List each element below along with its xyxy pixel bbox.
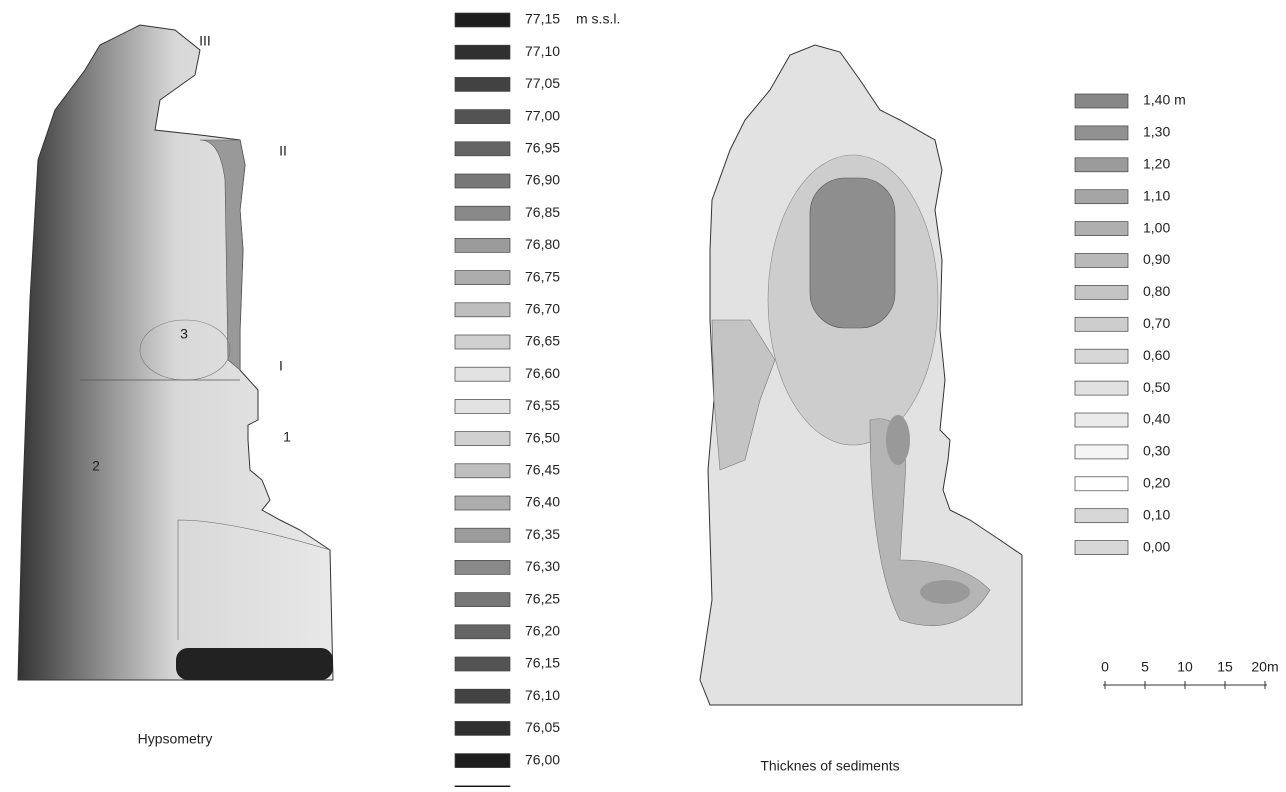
legend-label: 76,10	[525, 687, 560, 703]
legend-swatch	[1075, 222, 1128, 236]
legend-swatch	[455, 13, 510, 27]
legend-swatch	[455, 528, 510, 542]
legend-label: 76,85	[525, 204, 560, 220]
legend-swatch	[455, 560, 510, 574]
legend-label: 0,30	[1143, 443, 1170, 459]
legend-swatch	[455, 657, 510, 671]
legend-label: 1,40 m	[1143, 92, 1186, 108]
legend-swatch	[455, 174, 510, 188]
legend-unit: m s.s.l.	[576, 11, 620, 27]
scale-label: 15	[1217, 659, 1233, 675]
legend-label: 77,15	[525, 11, 560, 27]
legend-label: 0,90	[1143, 251, 1170, 267]
legend-swatch	[455, 238, 510, 252]
legend-label: 76,70	[525, 301, 560, 317]
legend-label: 76,40	[525, 494, 560, 510]
legend-label: 76,55	[525, 397, 560, 413]
legend-swatch	[455, 399, 510, 413]
legend-swatch	[1075, 126, 1128, 140]
legend-swatch	[1075, 381, 1128, 395]
legend-label: 77,10	[525, 43, 560, 59]
legend-label: 0,10	[1143, 506, 1170, 522]
legend-label: 76,25	[525, 590, 560, 606]
legend-label: 76,75	[525, 268, 560, 284]
legend-swatch	[1075, 509, 1128, 523]
legend-label: 0,20	[1143, 475, 1170, 491]
legend-swatch	[1075, 158, 1128, 172]
legend-label: 76,65	[525, 333, 560, 349]
map-caption: Thicknes of sediments	[760, 758, 899, 774]
legend-label: 76,50	[525, 429, 560, 445]
legend-swatch	[1075, 541, 1128, 555]
legend-swatch	[455, 271, 510, 285]
legend-label: 0,00	[1143, 538, 1170, 554]
legend-swatch	[455, 721, 510, 735]
map-label: II	[279, 143, 287, 159]
figure: IIIIII123HypsometryThicknes of sediments…	[0, 0, 1286, 787]
legend-swatch	[455, 206, 510, 220]
legend-label: 76,35	[525, 526, 560, 542]
legend-swatch	[455, 496, 510, 510]
legend-label: 76,30	[525, 558, 560, 574]
legend-label: 1,10	[1143, 187, 1170, 203]
legend-swatch	[455, 625, 510, 639]
legend-label: 76,20	[525, 623, 560, 639]
map-label: I	[279, 358, 283, 374]
legend-swatch	[1075, 445, 1128, 459]
legend-label: 76,15	[525, 655, 560, 671]
legend-swatch	[1075, 477, 1128, 491]
legend-label: 75,97	[525, 784, 560, 787]
scale-label: 10	[1177, 659, 1193, 675]
legend-label: 1,00	[1143, 219, 1170, 235]
legend-label: 1,20	[1143, 156, 1170, 172]
legend-swatch	[455, 77, 510, 91]
map-label: 2	[92, 458, 100, 474]
legend-swatch	[455, 593, 510, 607]
legend-swatch	[1075, 190, 1128, 204]
legend-swatch	[455, 142, 510, 156]
legend-label: 76,90	[525, 172, 560, 188]
legend-swatch	[1075, 317, 1128, 331]
legend-swatch	[455, 335, 510, 349]
scale-label: 0	[1101, 659, 1109, 675]
legend-swatch	[1075, 285, 1128, 299]
legend-swatch	[455, 45, 510, 59]
legend-label: 0,50	[1143, 379, 1170, 395]
map-label: 1	[283, 429, 291, 445]
scale-label: 5	[1141, 659, 1149, 675]
legend-label: 76,45	[525, 462, 560, 478]
legend-swatch	[455, 464, 510, 478]
legend-label: 76,00	[525, 751, 560, 767]
legend-label: 77,05	[525, 75, 560, 91]
map-label: 3	[180, 326, 188, 342]
legend-swatch	[1075, 413, 1128, 427]
legend-swatch	[1075, 349, 1128, 363]
map-caption: Hypsometry	[138, 731, 213, 747]
legend-label: 0,40	[1143, 411, 1170, 427]
legend-label: 1,30	[1143, 124, 1170, 140]
legend-label: 76,80	[525, 236, 560, 252]
legend-label: 76,05	[525, 719, 560, 735]
legend-swatch	[455, 689, 510, 703]
legend-label: 0,80	[1143, 283, 1170, 299]
legend-label: 76,95	[525, 140, 560, 156]
map-label: III	[199, 33, 211, 49]
legend-swatch	[455, 432, 510, 446]
legend-label: 77,00	[525, 107, 560, 123]
page: IIIIII123HypsometryThicknes of sediments…	[0, 0, 1286, 792]
legend-label: 0,70	[1143, 315, 1170, 331]
legend-swatch	[455, 367, 510, 381]
legend-swatch	[455, 110, 510, 124]
legend-label: 0,60	[1143, 347, 1170, 363]
scale-label: 20m	[1251, 659, 1278, 675]
legend-swatch	[1075, 254, 1128, 268]
legend-label: 76,60	[525, 365, 560, 381]
legend-swatch	[455, 303, 510, 317]
legend-swatch	[455, 754, 510, 768]
sediments-map	[700, 45, 1022, 705]
hypsometry-map	[18, 25, 333, 680]
legend-swatch	[1075, 94, 1128, 108]
